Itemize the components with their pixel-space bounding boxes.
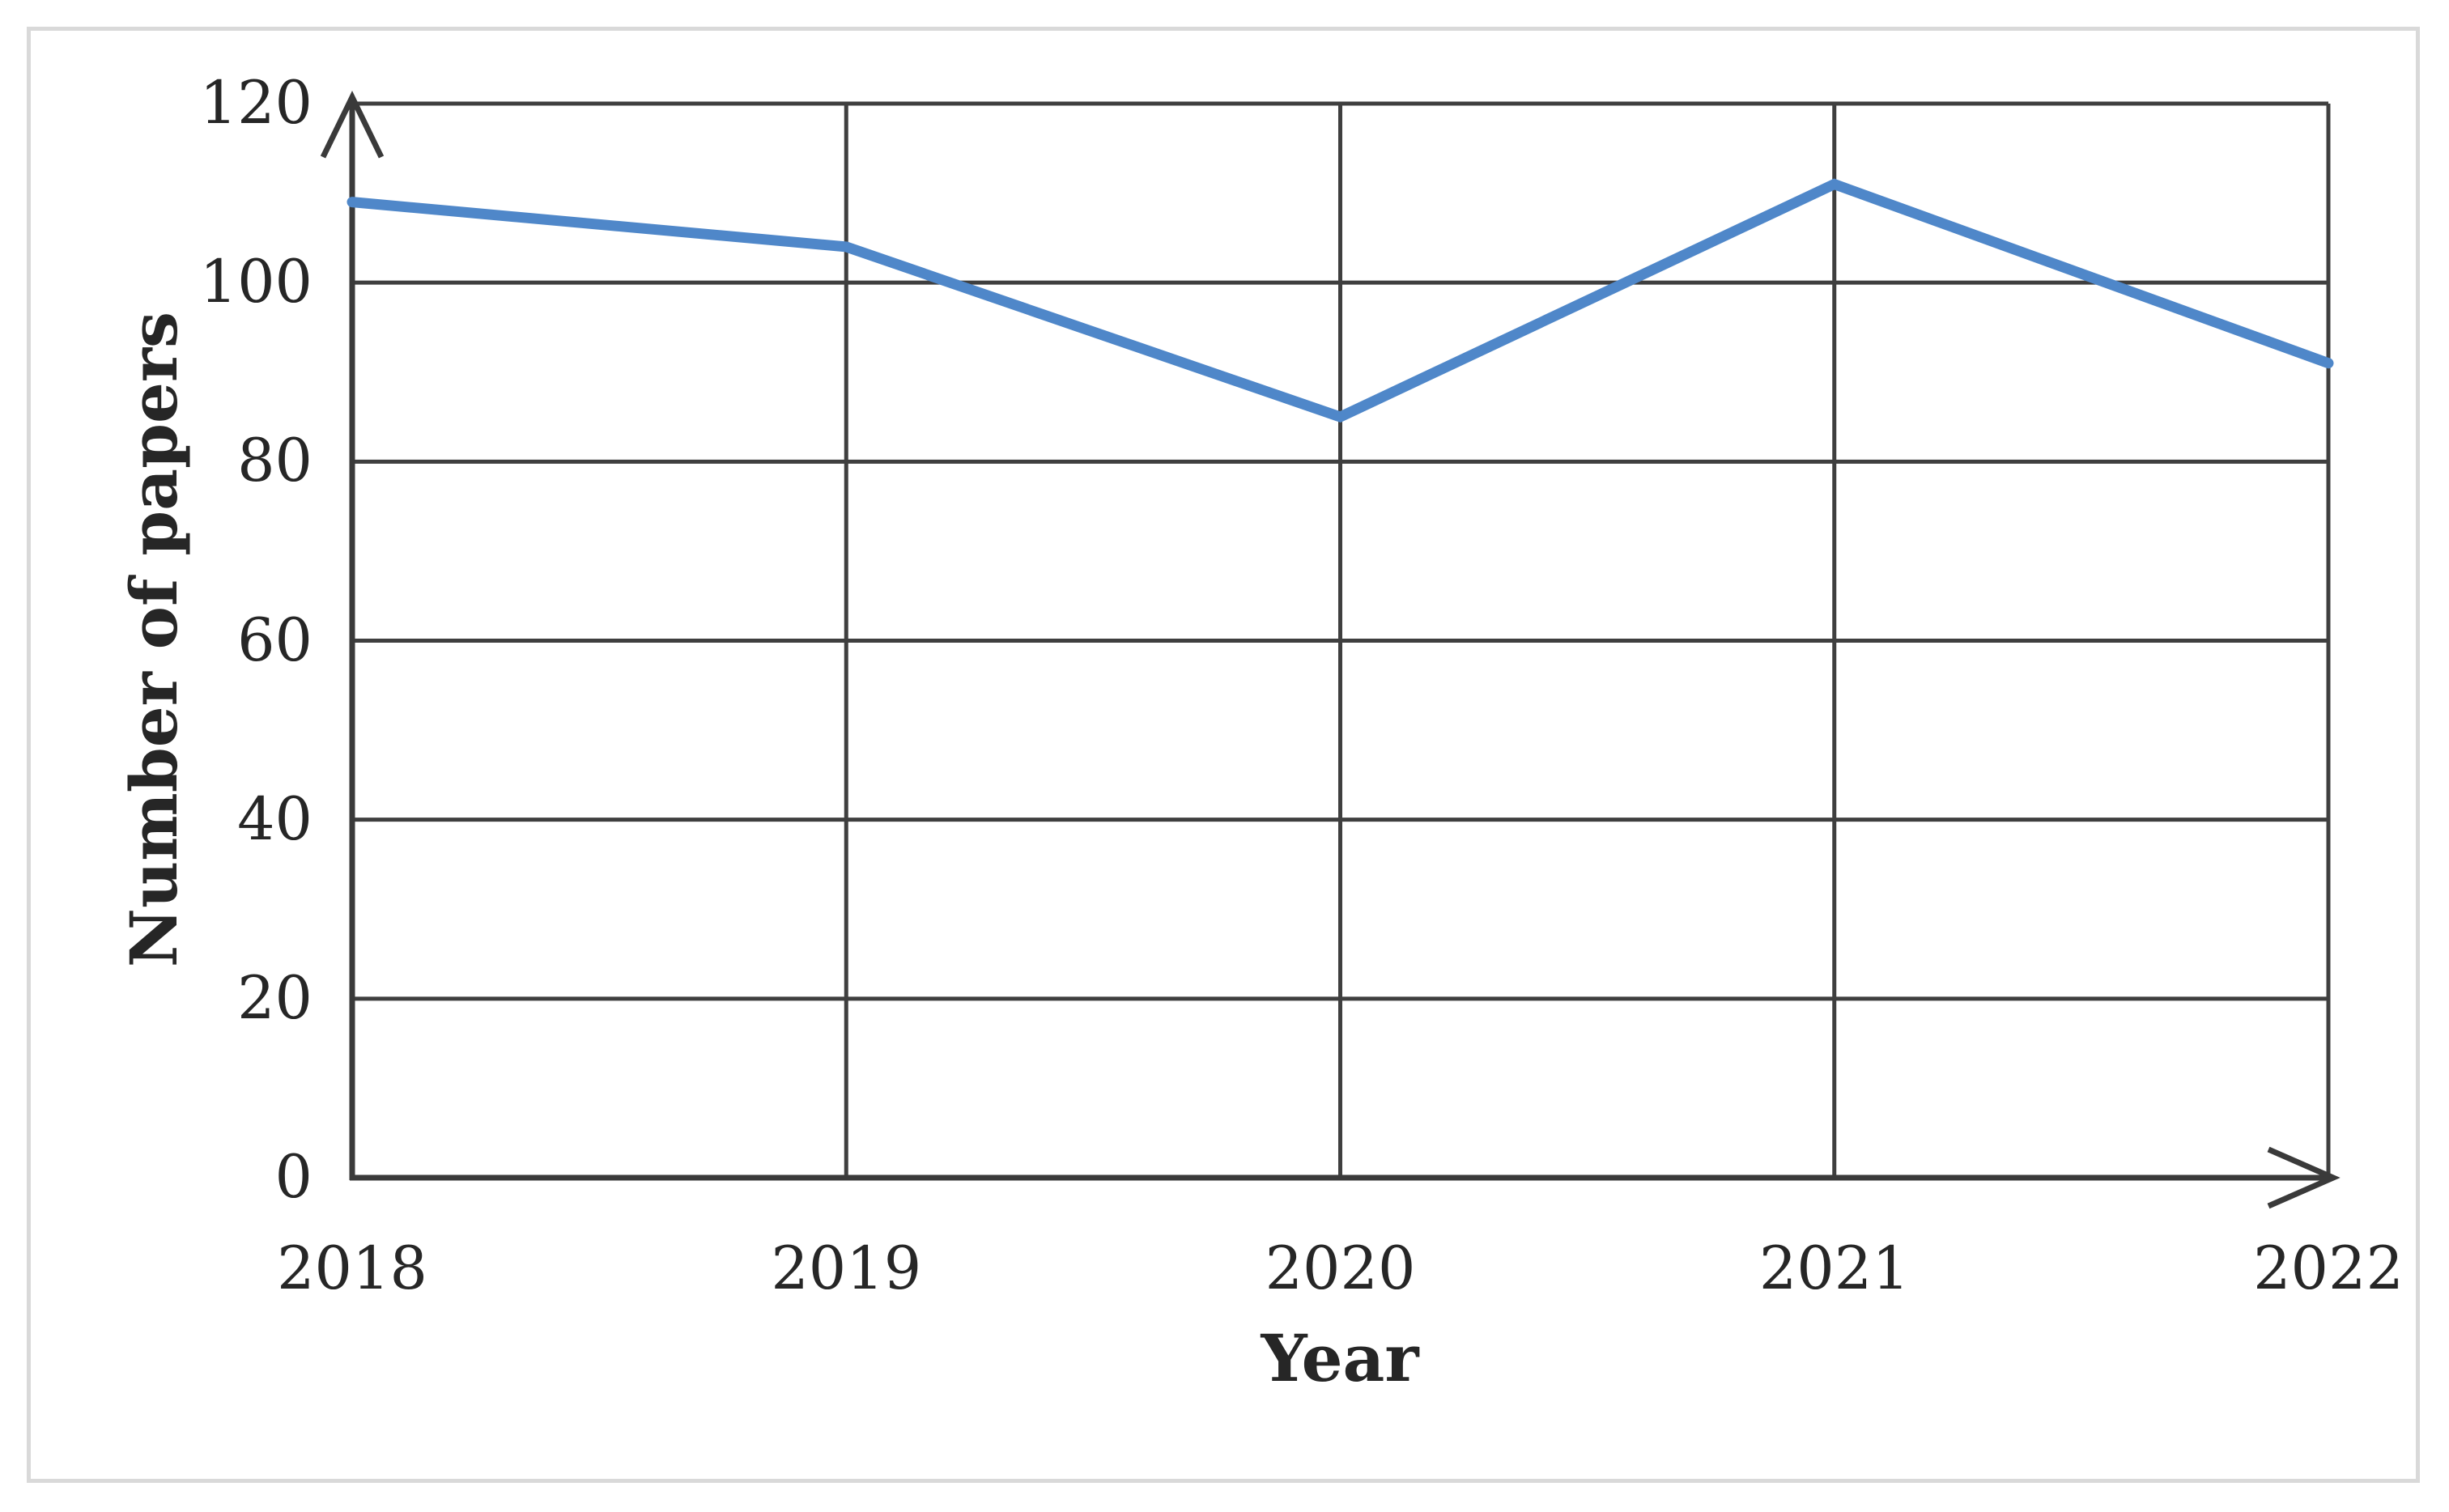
y-tick-label-120: 120 xyxy=(199,69,313,138)
data-series-line xyxy=(347,178,2334,423)
y-tick-label-80: 80 xyxy=(237,427,313,496)
figure-border xyxy=(27,27,2420,1483)
x-tick-label-2018: 2018 xyxy=(277,1234,427,1303)
x-tick-label-2021: 2021 xyxy=(1758,1234,1910,1303)
y-tick-label-0: 0 xyxy=(274,1143,313,1212)
y-axis-arrow-icon xyxy=(320,90,385,159)
x-tick-label-2020: 2020 xyxy=(1265,1234,1416,1303)
y-tick-label-100: 100 xyxy=(199,248,313,317)
x-axis-arrow-icon xyxy=(2267,1146,2341,1209)
y-tick-label-40: 40 xyxy=(237,784,313,854)
x-axis-title: Year xyxy=(1261,1320,1419,1396)
y-tick-label-60: 60 xyxy=(237,605,313,675)
x-tick-label-2019: 2019 xyxy=(771,1234,922,1303)
y-tick-label-20: 20 xyxy=(237,963,313,1033)
x-tick-label-2022: 2022 xyxy=(2253,1234,2404,1303)
